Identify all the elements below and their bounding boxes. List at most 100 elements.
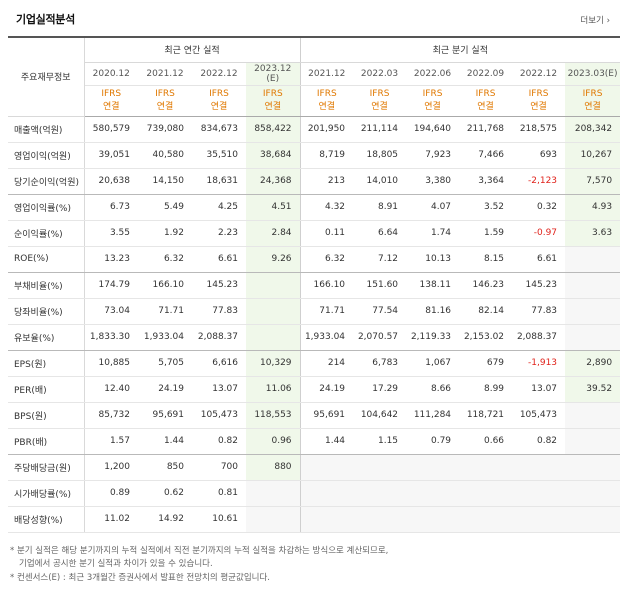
table-row: ROE(%) 13.23 6.32 6.61 9.26 6.32 7.12 10.13 8.15… bbox=[8, 246, 621, 273]
table-row: 부채비율(%) 174.79 166.10 145.23 166.10 151.60 138… bbox=[8, 272, 621, 299]
standard-bottom: 연결 bbox=[210, 101, 228, 112]
table-row: 매출액(억원) 580,579 739,080 834,673 858,422 201,9… bbox=[8, 116, 621, 143]
table-cell: 18,631 bbox=[192, 168, 246, 195]
table-cell: 880 bbox=[246, 454, 301, 481]
table-cell bbox=[246, 298, 301, 325]
table-cell: 6.73 bbox=[84, 194, 138, 221]
table-cell: 8.91 bbox=[353, 194, 407, 221]
table-cell: 71.71 bbox=[299, 298, 354, 325]
annual-period-header: 2022.12 bbox=[192, 62, 246, 86]
table-cell: 85,732 bbox=[84, 402, 138, 429]
standard-top: IFRS bbox=[316, 88, 337, 99]
table-cell bbox=[565, 298, 621, 325]
table-cell bbox=[459, 506, 513, 533]
footnote: * 컨센서스(E) : 최근 3개월간 증권사에서 발표한 전망치의 평균값입니… bbox=[10, 572, 270, 583]
table-cell: 8,719 bbox=[299, 142, 354, 169]
row-label: 부채비율(%) bbox=[8, 272, 85, 299]
row-label: 시가배당률(%) bbox=[8, 480, 85, 507]
table-cell: 71.71 bbox=[138, 298, 192, 325]
row-label: 주당배당금(원) bbox=[8, 454, 85, 481]
table-cell: 693 bbox=[512, 142, 566, 169]
table-cell: 1,200 bbox=[84, 454, 138, 481]
table-row: 순이익률(%) 3.55 1.92 2.23 2.84 0.11 6.64 1.74 1.59-… bbox=[8, 220, 621, 247]
table-cell: 77.54 bbox=[353, 298, 407, 325]
table-cell: 95,691 bbox=[138, 402, 192, 429]
standard-bottom: 연결 bbox=[264, 101, 282, 112]
table-cell: 6.32 bbox=[138, 246, 192, 273]
table-cell: 580,579 bbox=[84, 116, 138, 143]
row-label: 당기순이익(억원) bbox=[8, 168, 85, 195]
table-cell: 2,890 bbox=[565, 350, 621, 377]
table-cell bbox=[406, 506, 460, 533]
annual-period-header: 2020.12 bbox=[84, 62, 138, 86]
more-link[interactable]: 더보기 › bbox=[580, 16, 610, 26]
table-cell: 1.92 bbox=[138, 220, 192, 247]
row-label: ROE(%) bbox=[8, 246, 85, 273]
row-label: 유보율(%) bbox=[8, 324, 85, 351]
footnotes: * 분기 실적은 해당 분기까지의 누적 실적에서 직전 분기까지의 누적 실적… bbox=[8, 545, 620, 586]
standard-bottom: 연결 bbox=[102, 101, 120, 112]
table-cell: 7,466 bbox=[459, 142, 513, 169]
row-header-label: 주요재무정보 bbox=[8, 37, 85, 117]
row-label: 순이익률(%) bbox=[8, 220, 85, 247]
table-cell: 2,088.37 bbox=[512, 324, 566, 351]
period-label: 2021.12 bbox=[146, 68, 184, 79]
annual-period-header: 2023.12 (E) bbox=[246, 62, 301, 86]
table-cell bbox=[246, 324, 301, 351]
table-cell: 834,673 bbox=[192, 116, 246, 143]
table-cell: 95,691 bbox=[299, 402, 354, 429]
table-cell: 9.26 bbox=[246, 246, 301, 273]
table-cell: 214 bbox=[299, 350, 354, 377]
standard-top: IFRS bbox=[209, 88, 229, 99]
period-header-row: 2020.12 2021.12 2022.12 2023.12 (E) 2021.12 20… bbox=[8, 62, 621, 86]
footnote: * 분기 실적은 해당 분기까지의 누적 실적에서 직전 분기까지의 누적 실적… bbox=[10, 545, 389, 556]
table-cell: 7,923 bbox=[406, 142, 460, 169]
row-label: PER(배) bbox=[8, 376, 85, 403]
table-row: 시가배당률(%) 0.89 0.62 0.81 bbox=[8, 480, 621, 507]
standard-bottom: 연결 bbox=[156, 101, 174, 112]
table-cell: 213 bbox=[299, 168, 354, 195]
row-label: 당좌비율(%) bbox=[8, 298, 85, 325]
table-cell bbox=[299, 506, 354, 533]
table-cell bbox=[459, 480, 513, 507]
table-cell bbox=[565, 246, 621, 273]
table-cell: 39.52 bbox=[565, 376, 621, 403]
table-cell bbox=[565, 428, 621, 455]
table-row: 배당성향(%) 11.02 14.92 10.61 bbox=[8, 506, 621, 533]
table-cell: 2.84 bbox=[246, 220, 301, 247]
table-cell: 77.83 bbox=[512, 298, 566, 325]
table-cell: 0.81 bbox=[192, 480, 246, 507]
table-cell: 739,080 bbox=[138, 116, 192, 143]
table-cell bbox=[512, 454, 566, 481]
financial-table: 주요재무정보 최근 연간 실적 최근 분기 실적 2020.12 2021.12 2… bbox=[8, 36, 621, 533]
table-cell: 2.23 bbox=[192, 220, 246, 247]
quarter-group-header: 최근 분기 실적 bbox=[299, 37, 621, 63]
table-cell: 3.63 bbox=[565, 220, 621, 247]
standard-bottom: 연결 bbox=[318, 101, 336, 112]
table-cell: 201,950 bbox=[299, 116, 354, 143]
table-cell: -0.97 bbox=[512, 220, 566, 247]
table-cell: 39,051 bbox=[84, 142, 138, 169]
table-cell: 0.32 bbox=[512, 194, 566, 221]
table-cell: 1.44 bbox=[299, 428, 354, 455]
table-cell: 146.23 bbox=[459, 272, 513, 299]
estimate-mark: (E) bbox=[266, 73, 280, 84]
table-cell: 2,153.02 bbox=[459, 324, 513, 351]
table-cell: 2,070.57 bbox=[353, 324, 407, 351]
table-cell: 4.93 bbox=[565, 194, 621, 221]
table-cell: 0.79 bbox=[406, 428, 460, 455]
table-cell: 20,638 bbox=[84, 168, 138, 195]
table-cell bbox=[299, 480, 354, 507]
table-cell: 81.16 bbox=[406, 298, 460, 325]
annual-group-header: 최근 연간 실적 bbox=[84, 37, 301, 63]
table-cell: 700 bbox=[192, 454, 246, 481]
table-cell: 1,933.04 bbox=[299, 324, 354, 351]
standard-top: IFRS bbox=[262, 88, 283, 99]
standard-bottom: 연결 bbox=[477, 101, 494, 112]
footnote: 기업에서 공시한 분기 실적과 차이가 있을 수 있습니다. bbox=[19, 559, 213, 569]
table-cell: 1.15 bbox=[353, 428, 407, 455]
table-cell: 1.74 bbox=[406, 220, 460, 247]
table-body: 매출액(억원) 580,579 739,080 834,673 858,422 201,9… bbox=[8, 116, 621, 533]
table-cell bbox=[565, 480, 621, 507]
